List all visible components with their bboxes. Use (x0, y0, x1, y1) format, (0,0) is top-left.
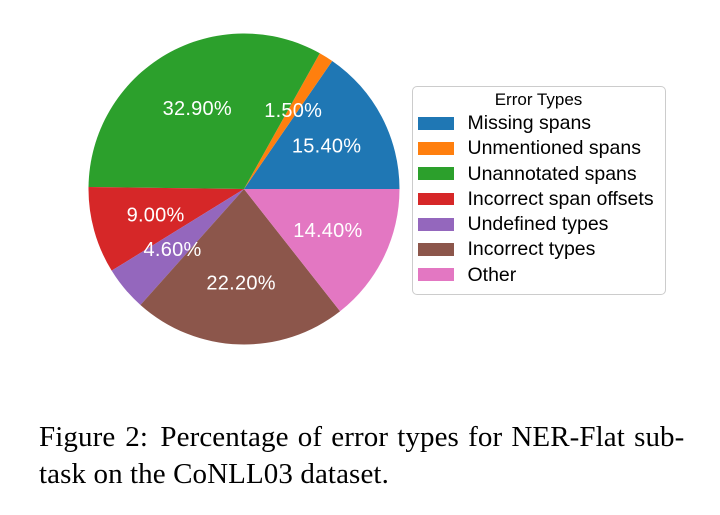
svg-text:1.50%: 1.50% (264, 100, 322, 122)
svg-text:9.00%: 9.00% (127, 204, 185, 226)
svg-text:32.90%: 32.90% (163, 98, 232, 120)
svg-text:22.20%: 22.20% (206, 272, 275, 294)
svg-text:15.40%: 15.40% (292, 136, 361, 158)
svg-text:14.40%: 14.40% (293, 220, 362, 242)
svg-text:4.60%: 4.60% (144, 239, 202, 261)
